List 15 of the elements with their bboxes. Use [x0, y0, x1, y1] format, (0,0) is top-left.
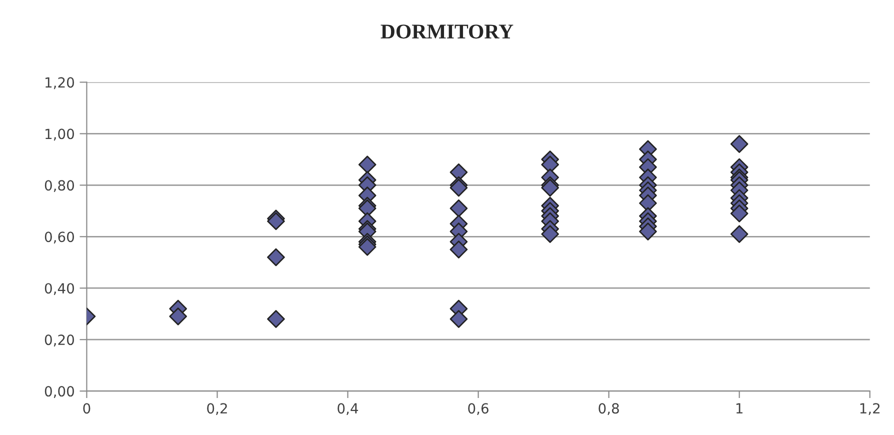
x-tick-label: 0,8 — [598, 403, 619, 416]
x-tick-label: 0,4 — [338, 403, 358, 416]
y-tick-label: 0,40 — [44, 283, 74, 296]
x-tick-label: 0,6 — [468, 403, 488, 416]
y-tick-label: 0,00 — [44, 386, 74, 398]
x-tick-label: 1 — [736, 403, 742, 414]
x-tick-label: 1,2 — [860, 403, 880, 416]
x-tick-label: 0 — [83, 403, 90, 414]
y-tick-label: 0,80 — [44, 180, 74, 192]
y-tick-label: 0,20 — [44, 334, 74, 346]
y-tick-label: 1,00 — [46, 128, 74, 141]
chart-title: DORMITORY — [380, 24, 514, 39]
y-tick-label: 1,20 — [46, 77, 74, 90]
y-tick-label: 0,60 — [44, 232, 74, 244]
x-tick-label: 0,2 — [207, 403, 227, 416]
